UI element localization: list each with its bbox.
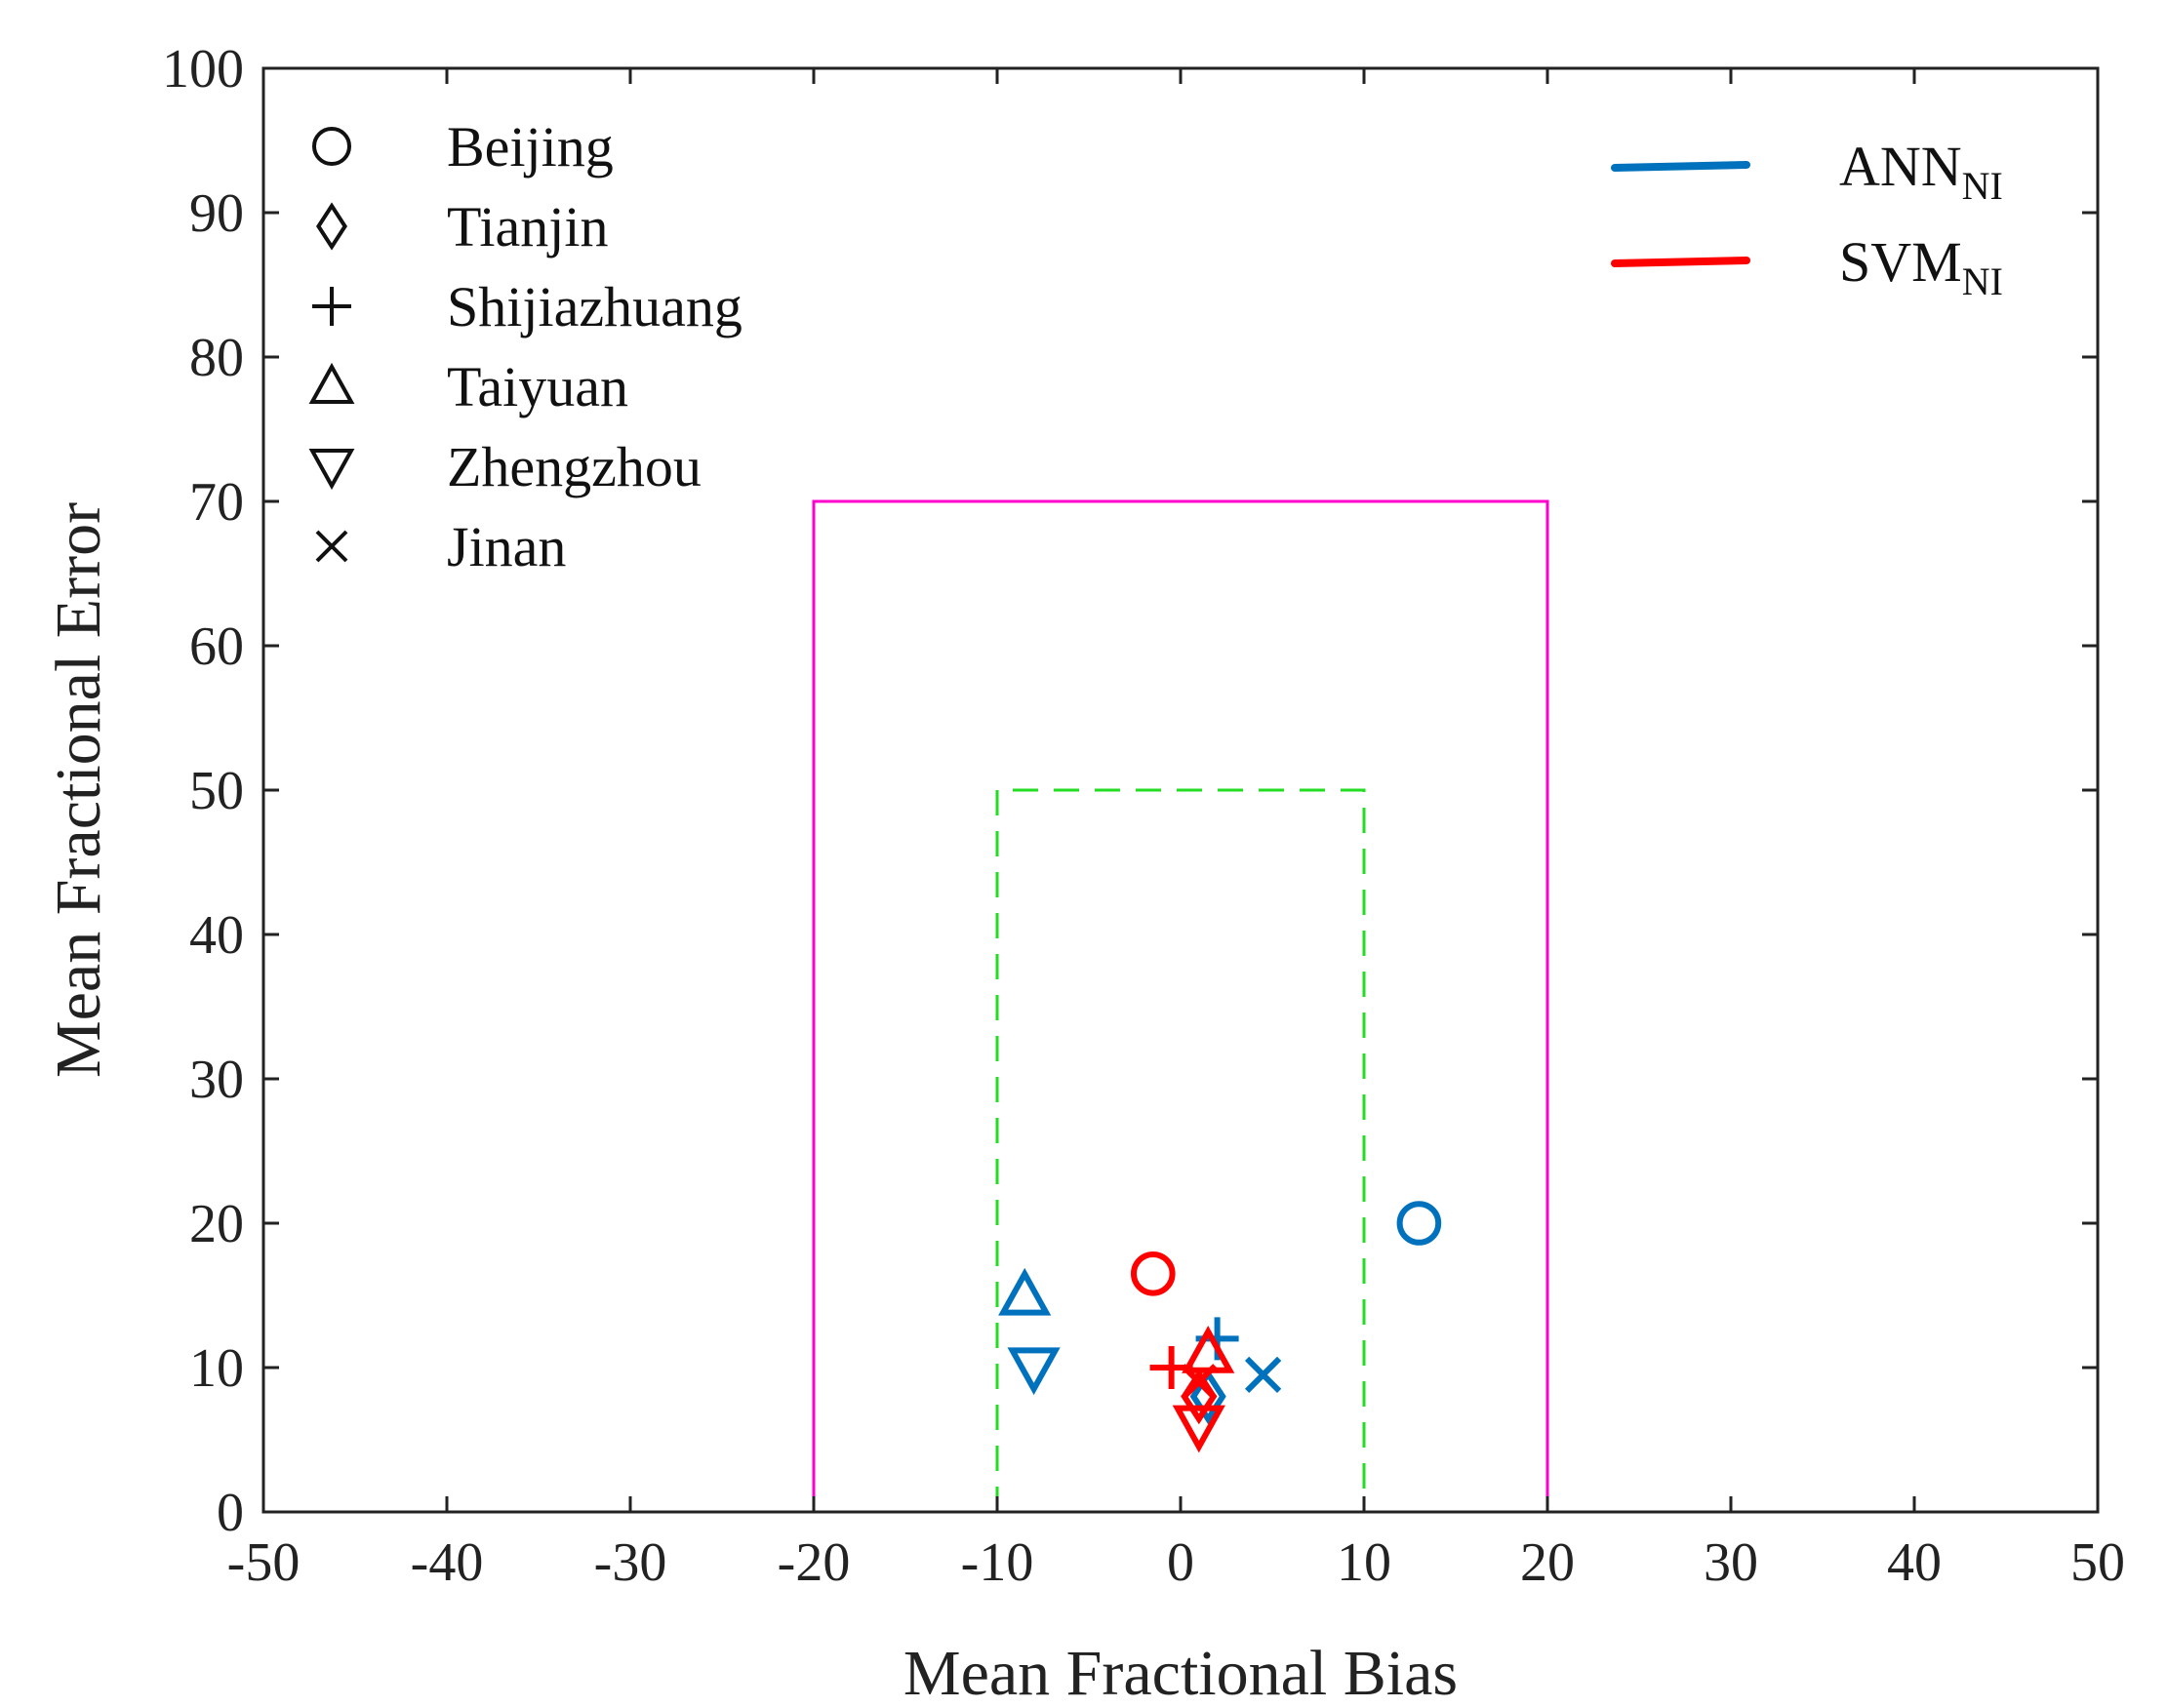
- legend-symbol-taiyuan: [308, 362, 355, 404]
- legend-series-label-ann: ANNNI: [1839, 135, 2003, 208]
- legend-symbol-jinan-shape: [315, 530, 348, 563]
- legend-label-shijiazhuang: Shijiazhuang: [447, 275, 742, 338]
- y-tick-label: 70: [189, 472, 244, 533]
- point-ann-tianjin: [1189, 1368, 1226, 1425]
- x-tick-label: 50: [2070, 1532, 2125, 1593]
- legend-symbol-beijing: [312, 127, 351, 166]
- legend-series-subscript: NI: [1962, 164, 2003, 208]
- marker-legend: Beijing Tianjin Shijiazhuang Taiyuan Zhengzh…: [308, 115, 742, 578]
- legend-symbol-shijiazhuang-shape: [312, 287, 351, 326]
- y-tick-label: 40: [189, 905, 244, 966]
- reference-box-goal: [995, 788, 1366, 1512]
- axis-ticks: -50 -40 -30 -20 -10 0 10 20 30 40 50 0 10 20 30 40 50 60 7…: [162, 39, 2125, 1593]
- legend-label-jinan: Jinan: [447, 515, 566, 578]
- y-tick-label: 30: [189, 1050, 244, 1110]
- legend-symbol-zhengzhou-shape: [308, 449, 355, 491]
- reference-boxes: [812, 499, 1549, 1512]
- x-tick-label: -40: [411, 1532, 484, 1593]
- legend-series-name: SVM: [1839, 230, 1962, 294]
- point-svm-beijing: [1131, 1251, 1176, 1296]
- point-ann-beijing: [1396, 1201, 1442, 1246]
- x-tick-label: 30: [1704, 1532, 1758, 1593]
- legend-label-tianjin: Tianjin: [447, 195, 608, 258]
- legend-symbol-beijing-shape: [312, 127, 351, 166]
- y-tick-label: 80: [189, 328, 244, 388]
- point-ann-zhengzhou: [1007, 1347, 1061, 1396]
- y-tick-label: 60: [189, 616, 244, 677]
- x-tick-label: 0: [1167, 1532, 1194, 1593]
- y-tick-label: 90: [189, 183, 244, 244]
- y-tick-label: 20: [189, 1194, 244, 1254]
- point-ann-jinan: [1244, 1356, 1282, 1394]
- point-ann-taiyuan: [998, 1267, 1052, 1316]
- x-tick-label: -30: [594, 1532, 667, 1593]
- legend-symbol-taiyuan-shape: [308, 362, 355, 404]
- legend-line-svm: [1611, 257, 1750, 267]
- x-tick-label: 20: [1520, 1532, 1575, 1593]
- point-svm-zhengzhou-shape: [1172, 1405, 1225, 1453]
- legend-symbol-tianjin-shape: [316, 202, 347, 251]
- legend-series-name: ANN: [1839, 135, 1962, 198]
- legend-symbol-jinan: [315, 530, 348, 563]
- reference-box-criteria: [812, 499, 1549, 1512]
- legend-line-ann: [1611, 161, 1750, 172]
- point-ann-beijing-shape: [1396, 1201, 1442, 1246]
- data-points: [998, 1201, 1442, 1453]
- point-ann-taiyuan-shape: [998, 1267, 1052, 1316]
- y-tick-label: 100: [162, 39, 244, 99]
- legend-label-zhengzhou: Zhengzhou: [447, 435, 702, 498]
- x-tick-label: -20: [778, 1532, 851, 1593]
- legend-label-taiyuan: Taiyuan: [447, 355, 628, 418]
- point-svm-zhengzhou: [1172, 1405, 1225, 1453]
- y-tick-label: 10: [189, 1338, 244, 1399]
- point-ann-tianjin-shape: [1189, 1368, 1226, 1425]
- legend-symbol-shijiazhuang: [312, 287, 351, 326]
- x-tick-label: -10: [961, 1532, 1034, 1593]
- x-tick-label: 40: [1887, 1532, 1942, 1593]
- point-ann-zhengzhou-shape: [1007, 1347, 1061, 1396]
- point-svm-jinan-shape: [1181, 1364, 1218, 1401]
- legend-symbol-zhengzhou: [308, 449, 355, 491]
- y-tick-label: 50: [189, 761, 244, 821]
- point-svm-beijing-shape: [1131, 1251, 1176, 1296]
- legend-symbol-tianjin: [316, 202, 347, 251]
- x-tick-label: 10: [1337, 1532, 1391, 1593]
- y-axis-title: Mean Fractional Error: [43, 502, 114, 1078]
- x-axis-title: Mean Fractional Bias: [903, 1638, 1458, 1708]
- x-tick-label: -50: [227, 1532, 301, 1593]
- y-tick-label: 0: [217, 1483, 244, 1543]
- point-svm-jinan: [1181, 1364, 1218, 1401]
- legend-label-beijing: Beijing: [447, 115, 614, 179]
- point-ann-jinan-shape: [1244, 1356, 1282, 1394]
- legend-series-label-svm: SVMNI: [1839, 230, 2003, 303]
- legend-series-subscript: NI: [1962, 259, 2003, 303]
